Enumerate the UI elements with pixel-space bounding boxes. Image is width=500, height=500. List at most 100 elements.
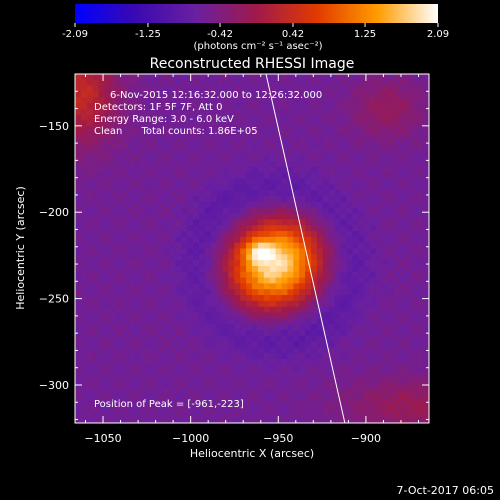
heatmap-cell bbox=[98, 155, 106, 162]
heatmap-cell bbox=[252, 318, 259, 325]
heatmap-cell bbox=[287, 388, 294, 395]
heatmap-cell bbox=[281, 190, 288, 197]
heatmap-cell bbox=[334, 213, 342, 221]
heatmap-cell bbox=[204, 143, 212, 151]
heatmap-cell bbox=[311, 114, 318, 122]
heatmap-cell bbox=[128, 283, 135, 290]
heatmap-cell bbox=[358, 161, 365, 168]
heatmap-cell bbox=[370, 184, 377, 191]
heatmap-cell bbox=[334, 376, 342, 383]
heatmap-cell bbox=[334, 172, 342, 180]
heatmap-cell bbox=[269, 347, 277, 354]
heatmap-cell bbox=[364, 254, 371, 261]
heatmap-cell bbox=[222, 213, 229, 221]
heatmap-cell bbox=[86, 108, 94, 116]
heatmap-cell bbox=[181, 370, 188, 378]
heatmap-cell bbox=[328, 132, 336, 139]
heatmap-cell bbox=[139, 295, 147, 302]
heatmap-cell bbox=[216, 417, 224, 423]
heatmap-cell bbox=[98, 248, 106, 255]
heatmap-cell bbox=[139, 341, 147, 348]
heatmap-cell bbox=[151, 388, 159, 395]
heatmap-cell bbox=[405, 126, 412, 133]
heatmap-cell bbox=[281, 97, 288, 104]
heatmap-cell bbox=[381, 74, 389, 81]
heatmap-cell bbox=[175, 324, 182, 331]
heatmap-cell bbox=[411, 353, 418, 360]
heatmap-cell bbox=[234, 149, 241, 157]
heatmap-cell bbox=[375, 196, 383, 203]
heatmap-cell bbox=[399, 114, 406, 122]
heatmap-cell bbox=[198, 324, 206, 331]
heatmap-cell bbox=[157, 300, 165, 308]
heatmap-cell bbox=[281, 283, 288, 290]
heatmap-cell bbox=[346, 411, 353, 418]
heatmap-cell bbox=[358, 167, 365, 174]
heatmap-cell bbox=[128, 213, 135, 221]
heatmap-cell bbox=[116, 219, 123, 226]
heatmap-cell bbox=[228, 248, 235, 255]
heatmap-cell bbox=[181, 324, 188, 331]
heatmap-cell bbox=[80, 324, 88, 331]
heatmap-cell bbox=[75, 126, 82, 133]
heatmap-cell bbox=[281, 295, 288, 302]
heatmap-cell bbox=[364, 417, 371, 423]
heatmap-cell bbox=[370, 254, 377, 261]
heatmap-cell bbox=[352, 155, 359, 162]
heatmap-cell bbox=[352, 207, 359, 215]
heatmap-cell bbox=[240, 388, 247, 395]
heatmap-cell bbox=[187, 207, 194, 215]
heatmap-cell bbox=[169, 393, 176, 401]
heatmap-cell bbox=[75, 411, 82, 418]
heatmap-cell bbox=[86, 126, 94, 133]
heatmap-cell bbox=[157, 306, 165, 314]
heatmap-cell bbox=[263, 347, 271, 354]
heatmap-cell bbox=[216, 219, 224, 226]
colorbar-tick-label: 2.09 bbox=[427, 29, 449, 40]
heatmap-cell bbox=[222, 178, 229, 186]
heatmap-cell bbox=[328, 283, 336, 290]
heatmap-cell bbox=[198, 149, 206, 157]
heatmap-cell bbox=[364, 184, 371, 191]
heatmap-cell bbox=[252, 300, 259, 308]
heatmap-cell bbox=[358, 108, 365, 116]
heatmap-cell bbox=[346, 335, 353, 343]
heatmap-cell bbox=[128, 364, 135, 372]
heatmap-cell bbox=[423, 306, 429, 314]
heatmap-cell bbox=[98, 254, 106, 261]
heatmap-cell bbox=[334, 79, 342, 87]
heatmap-cell bbox=[104, 248, 111, 255]
heatmap-cell bbox=[399, 417, 406, 423]
heatmap-cell bbox=[198, 91, 206, 98]
heatmap-cell bbox=[104, 236, 111, 244]
colorbar-tick-label: -0.42 bbox=[207, 29, 233, 40]
heatmap-cell bbox=[134, 399, 141, 407]
heatmap-cell bbox=[346, 201, 353, 209]
heatmap-cell bbox=[269, 341, 277, 348]
heatmap-cell bbox=[193, 324, 200, 331]
heatmap-cell bbox=[134, 254, 141, 261]
heatmap-cell bbox=[257, 120, 265, 127]
heatmap-cell bbox=[358, 213, 365, 221]
heatmap-cell bbox=[287, 283, 294, 290]
heatmap-cell bbox=[187, 260, 194, 267]
heatmap-cell bbox=[346, 376, 353, 383]
heatmap-cell bbox=[316, 167, 324, 174]
heatmap-cell bbox=[399, 184, 406, 191]
heatmap-cell bbox=[175, 376, 182, 383]
heatmap-cell bbox=[287, 207, 294, 215]
heatmap-cell bbox=[269, 143, 277, 151]
heatmap-cell bbox=[187, 172, 194, 180]
heatmap-cell bbox=[110, 236, 117, 244]
heatmap-cell bbox=[387, 231, 395, 238]
heatmap-cell bbox=[417, 295, 424, 302]
heatmap-cell bbox=[181, 393, 188, 401]
heatmap-cell bbox=[104, 225, 111, 232]
heatmap-cell bbox=[228, 231, 235, 238]
heatmap-cell bbox=[370, 219, 377, 226]
heatmap-cell bbox=[98, 167, 106, 174]
heatmap-cell bbox=[411, 103, 418, 110]
heatmap-cell bbox=[257, 143, 265, 151]
heatmap-cell bbox=[399, 393, 406, 401]
heatmap-cell bbox=[316, 213, 324, 221]
